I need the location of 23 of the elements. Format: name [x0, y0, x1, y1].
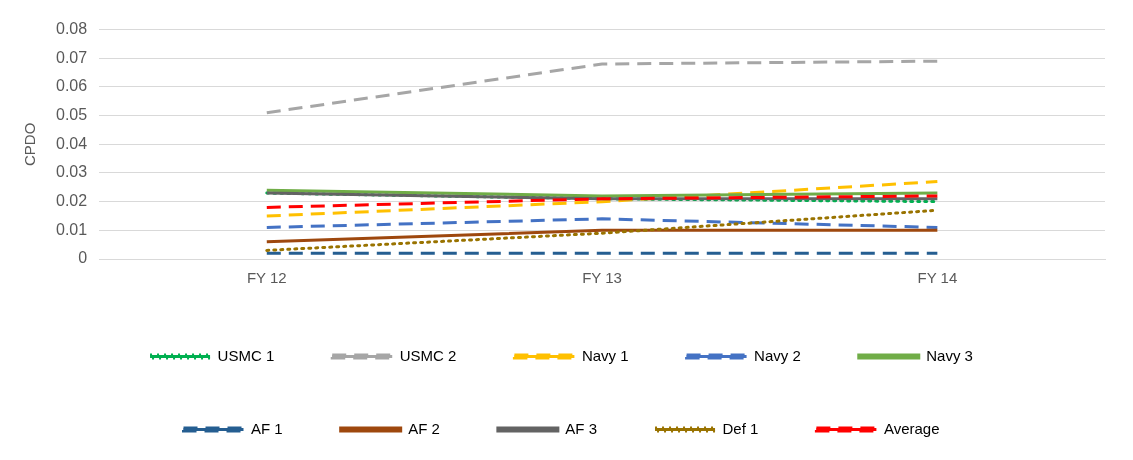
x-tick-label: FY 14 — [917, 269, 958, 287]
legend-label: AF 1 — [251, 419, 283, 437]
y-tick-label: 0.02 — [56, 192, 88, 210]
legend-label: USMC 2 — [399, 346, 457, 364]
y-tick-label: 0.05 — [56, 106, 88, 124]
y-tick-label: 0.04 — [56, 134, 88, 152]
legend-label: Navy 2 — [754, 346, 801, 364]
y-tick-label: 0.03 — [56, 163, 88, 181]
y-tick-label: 0.07 — [56, 48, 88, 66]
y-tick-label: 0.01 — [56, 220, 88, 238]
legend-label: Navy 3 — [926, 346, 973, 364]
legend-label: USMC 1 — [217, 346, 275, 364]
x-tick-label: FY 12 — [246, 269, 287, 287]
y-axis-title: CPDO — [21, 122, 39, 166]
y-tick-label: 0 — [78, 249, 88, 267]
legend-label: AF 2 — [408, 419, 440, 437]
y-tick-label: 0.08 — [56, 20, 88, 38]
legend-label: Navy 1 — [581, 346, 629, 364]
x-tick-label: FY 13 — [582, 269, 622, 287]
y-tick-label: 0.06 — [56, 77, 88, 95]
legend-label: AF 3 — [565, 419, 598, 437]
legend-label: Def 1 — [722, 419, 759, 437]
legend-label: Average — [883, 419, 940, 437]
